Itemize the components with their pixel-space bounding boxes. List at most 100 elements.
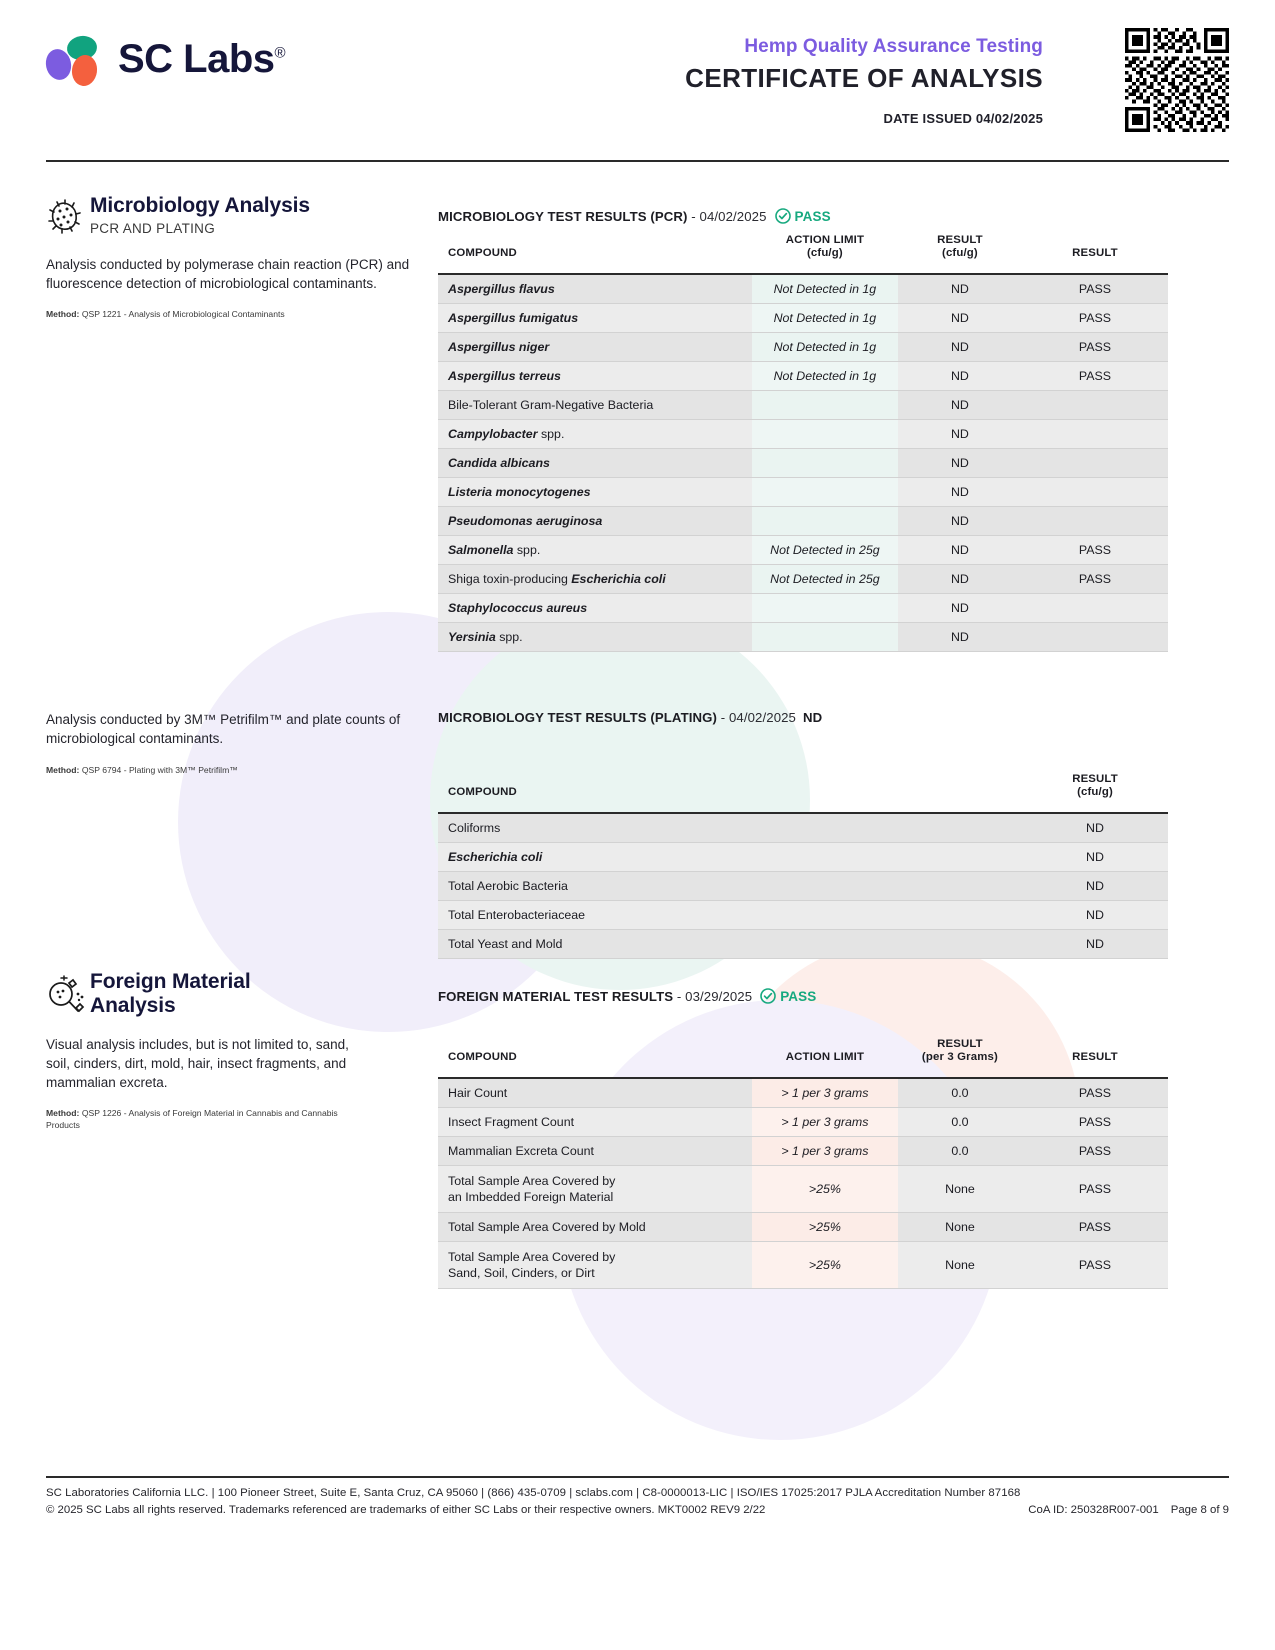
table-row: Shiga toxin-producing Escherichia coli N… (438, 564, 1168, 594)
foreign-material-table-caption: FOREIGN MATERIAL TEST RESULTS - 03/29/20… (438, 988, 1168, 1004)
row-compound: Total Aerobic Bacteria (438, 871, 1022, 901)
coa-id: CoA ID: 250328R007-001 (1028, 1504, 1159, 1516)
row-verdict (1021, 477, 1168, 507)
pcr-col-action-limit: ACTION LIMIT (cfu/g) (752, 224, 898, 274)
pcr-col-action-limit-label: ACTION LIMIT (785, 234, 865, 246)
row-compound: Salmonella spp. (438, 535, 752, 565)
table-row: Salmonella spp. Not Detected in 25g ND P… (438, 535, 1168, 565)
compound-name: Pseudomonas aeruginosa (448, 513, 603, 528)
logo-blobs-icon (43, 33, 108, 88)
row-compound: Candida albicans (438, 448, 752, 478)
row-action-limit: > 1 per 3 grams (751, 1077, 898, 1108)
table-row: Insect Fragment Count > 1 per 3 grams 0.… (438, 1107, 1168, 1137)
magnifier-particles-icon (46, 972, 90, 1021)
footer-lab-info: SC Laboratories California LLC. | 100 Pi… (46, 1487, 1021, 1499)
brand-name-text: SC Labs (118, 37, 275, 81)
compound-suffix: spp. (513, 542, 541, 557)
row-action-limit: > 1 per 3 grams (751, 1107, 898, 1137)
row-verdict: PASS (1021, 273, 1168, 304)
table-row: Bile-Tolerant Gram-Negative Bacteria ND (438, 390, 1168, 420)
row-action-limit (751, 593, 898, 623)
plating-method: Method: QSP 6794 - Plating with 3M™ Petr… (46, 765, 426, 777)
microbiology-method-label: Method: (46, 309, 80, 320)
compound-name: Staphylococcus aureus (448, 600, 588, 615)
table-row: Total Enterobacteriaceae ND (438, 900, 1168, 930)
table-row: Aspergillus niger Not Detected in 1g ND … (438, 332, 1168, 362)
pcr-status-text: PASS (794, 208, 831, 224)
compound-name: Total Enterobacteriaceae (448, 907, 586, 922)
pcr-table-caption: MICROBIOLOGY TEST RESULTS (PCR) - 04/02/… (438, 208, 1168, 224)
compound-name: Aspergillus niger (448, 339, 550, 354)
row-compound: Coliforms (438, 812, 1022, 843)
row-compound: Bile-Tolerant Gram-Negative Bacteria (438, 390, 752, 420)
page-header: SC Labs® Hemp Quality Assurance Testing … (0, 0, 1275, 162)
row-action-limit (751, 477, 898, 507)
qr-code-icon[interactable] (1125, 28, 1229, 132)
pcr-results-table: COMPOUND ACTION LIMIT (cfu/g) RESULT (cfu/… (438, 224, 1168, 652)
table-row: Total Sample Area Covered by Sand, Soil,… (438, 1241, 1168, 1290)
fm-col-result-value-unit: (per 3 Grams) (921, 1051, 998, 1064)
fm-status-badge: PASS (760, 988, 816, 1004)
compound-name: Aspergillus flavus (448, 281, 555, 296)
table-header-row: COMPOUND RESULT (cfu/g) (438, 763, 1168, 813)
table-row: Mammalian Excreta Count > 1 per 3 grams … (438, 1136, 1168, 1166)
compound-name: Candida albicans (448, 455, 550, 470)
row-action-limit: Not Detected in 1g (751, 273, 898, 304)
row-action-limit: Not Detected in 1g (751, 303, 898, 333)
row-verdict (1021, 622, 1168, 652)
row-result: ND (897, 564, 1022, 594)
row-action-limit: Not Detected in 25g (751, 535, 898, 565)
microbe-icon (46, 196, 90, 241)
row-compound: Mammalian Excreta Count (438, 1136, 752, 1166)
date-issued: DATE ISSUED 04/02/2025 (883, 111, 1043, 126)
pcr-col-verdict-label: RESULT (1072, 247, 1118, 260)
pcr-col-result-value: RESULT (cfu/g) (898, 224, 1022, 274)
row-action-limit (751, 448, 898, 478)
row-verdict: PASS (1021, 1241, 1168, 1290)
microbiology-subheading: PCR AND PLATING (90, 220, 216, 236)
table-row: Escherichia coli ND (438, 842, 1168, 872)
row-action-limit: >25% (751, 1241, 898, 1290)
row-result: ND (897, 448, 1022, 478)
row-compound: Escherichia coli (438, 842, 1022, 872)
row-result: ND (897, 477, 1022, 507)
plating-col-result-unit: (cfu/g) (1077, 786, 1113, 799)
row-compound: Total Sample Area Covered by Sand, Soil,… (438, 1241, 752, 1290)
row-result: ND (1022, 929, 1168, 959)
plating-col-compound-label: COMPOUND (448, 786, 517, 799)
table-header-row: COMPOUND ACTION LIMIT RESULT (per 3 Grams… (438, 1028, 1168, 1078)
table-row: Total Yeast and Mold ND (438, 929, 1168, 959)
row-compound: Total Sample Area Covered by an Imbedded… (438, 1165, 752, 1214)
fm-caption-text: FOREIGN MATERIAL TEST RESULTS (438, 988, 674, 1004)
table-row: Coliforms ND (438, 812, 1168, 843)
row-result: None (897, 1212, 1022, 1243)
row-result: ND (897, 332, 1022, 362)
footer-coa-meta: CoA ID: 250328R007-001 Page 8 of 9 (1028, 1504, 1229, 1516)
row-result: None (897, 1165, 1022, 1214)
row-result: ND (897, 303, 1022, 333)
foreign-material-results-table: COMPOUND ACTION LIMIT RESULT (per 3 Grams… (438, 1028, 1168, 1290)
row-action-limit: Not Detected in 1g (751, 361, 898, 391)
row-verdict: PASS (1021, 332, 1168, 362)
row-compound: Campylobacter spp. (438, 419, 752, 449)
microbiology-method-text: QSP 1221 - Analysis of Microbiological C… (81, 309, 285, 320)
compound-suffix: spp. (537, 426, 565, 441)
row-result: 0.0 (897, 1077, 1022, 1108)
page-number: Page 8 of 9 (1170, 1504, 1229, 1516)
compound-name: Listeria monocytogenes (448, 484, 591, 499)
fm-col-compound-label: COMPOUND (448, 1051, 517, 1064)
row-action-limit (751, 419, 898, 449)
row-action-limit (751, 506, 898, 536)
row-result: ND (1022, 900, 1168, 930)
plating-method-text: QSP 6794 - Plating with 3M™ Petrifilm™ (81, 765, 238, 776)
page-title: CERTIFICATE OF ANALYSIS (685, 63, 1043, 93)
pcr-col-compound-label: COMPOUND (448, 247, 517, 260)
compound-species: Escherichia coli (571, 571, 666, 586)
plating-caption-text: MICROBIOLOGY TEST RESULTS (PLATING) (438, 710, 717, 725)
footer-copyright: © 2025 SC Labs all rights reserved. Trad… (46, 1504, 766, 1516)
row-result: ND (1022, 842, 1168, 872)
table-row: Campylobacter spp. ND (438, 419, 1168, 449)
row-verdict (1021, 506, 1168, 536)
compound-name: Bile-Tolerant Gram-Negative Bacteria (448, 397, 654, 412)
compound-name: Shiga toxin-producing (448, 571, 572, 586)
